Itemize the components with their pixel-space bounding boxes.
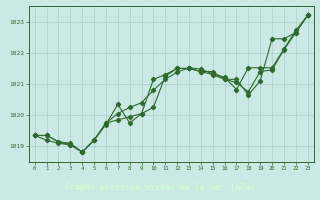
Text: Graphe pression niveau de la mer (hPa): Graphe pression niveau de la mer (hPa) [65, 183, 255, 192]
